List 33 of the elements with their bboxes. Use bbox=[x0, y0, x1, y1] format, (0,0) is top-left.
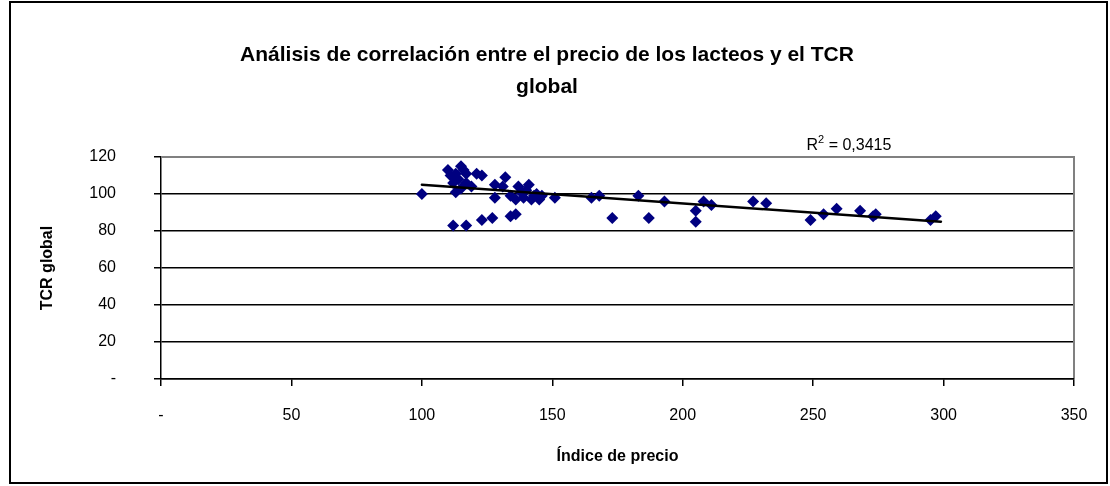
point bbox=[804, 213, 817, 226]
point bbox=[642, 212, 655, 225]
x-tick-label: 250 bbox=[799, 406, 827, 424]
point bbox=[475, 213, 488, 226]
y-axis-title: TCR global bbox=[38, 225, 56, 311]
point bbox=[830, 202, 843, 215]
x-tick-label: 200 bbox=[669, 406, 697, 424]
point bbox=[499, 171, 512, 184]
y-tick-label: 60 bbox=[98, 258, 117, 276]
point bbox=[486, 212, 499, 225]
x-tick-label: 100 bbox=[408, 406, 436, 424]
y-tick-label: 40 bbox=[98, 295, 117, 313]
point bbox=[760, 197, 773, 210]
y-tick-label: - bbox=[110, 369, 116, 387]
x-tick-label: - bbox=[158, 406, 164, 424]
chart-title: Análisis de correlación entre el precio de los lacteos y el TCR global bbox=[239, 41, 855, 99]
point bbox=[488, 191, 501, 204]
point bbox=[460, 219, 473, 232]
point bbox=[689, 204, 702, 217]
point bbox=[415, 188, 428, 200]
x-tick-label: 50 bbox=[282, 406, 301, 424]
y-tick-label: 100 bbox=[89, 184, 117, 202]
point bbox=[689, 215, 702, 228]
point bbox=[447, 219, 460, 232]
point bbox=[747, 195, 760, 208]
y-tick-label: 80 bbox=[98, 221, 117, 239]
x-tick-label: 350 bbox=[1060, 406, 1088, 424]
x-tick-label: 150 bbox=[538, 406, 566, 424]
y-tick-label: 20 bbox=[98, 332, 117, 350]
y-tick-label: 120 bbox=[89, 147, 117, 165]
x-tick-label: 300 bbox=[930, 406, 958, 424]
point bbox=[606, 212, 619, 225]
x-axis-title: Índice de precio bbox=[556, 445, 679, 464]
